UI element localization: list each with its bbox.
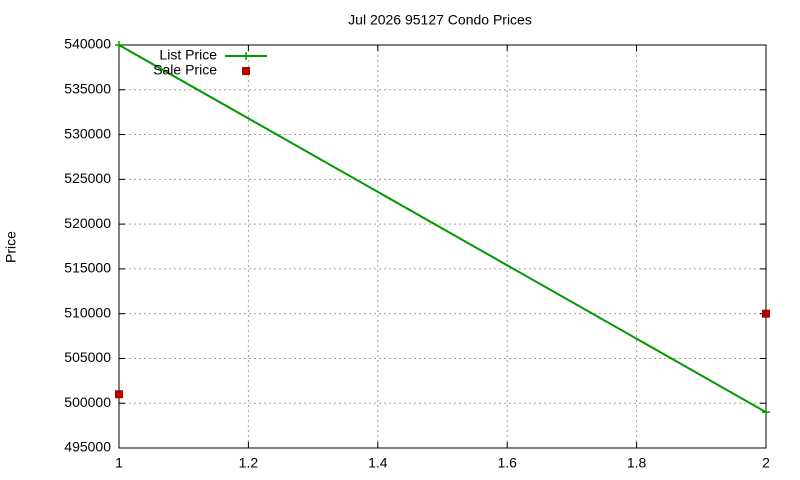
x-tick-label: 1.2 [239, 455, 259, 471]
point [762, 408, 770, 417]
legend-swatch [242, 67, 250, 75]
y-tick-label: 525000 [64, 170, 111, 186]
x-tick-label: 1.6 [497, 455, 517, 471]
x-tick-label: 2 [762, 455, 770, 471]
y-tick-label: 520000 [64, 215, 111, 231]
point [115, 41, 123, 49]
point [762, 309, 770, 318]
legend-label: List Price [159, 47, 217, 63]
x-tick-label: 1.4 [368, 455, 388, 471]
y-tick-label: 505000 [64, 349, 111, 365]
y-tick-label: 540000 [64, 36, 111, 52]
y-tick-label: 495000 [64, 439, 111, 455]
y-axis-label: Price [3, 231, 19, 263]
x-tick-label: 1 [115, 455, 123, 471]
y-tick-label: 530000 [64, 125, 111, 141]
series-line [118, 44, 767, 414]
y-tick-label: 515000 [64, 260, 111, 276]
legend-swatch [242, 52, 250, 60]
legend-label: Sale Price [153, 62, 217, 78]
y-tick-label: 510000 [64, 304, 111, 320]
y-tick-label: 535000 [64, 80, 111, 96]
plot-border [118, 44, 767, 449]
y-tick-label: 500000 [64, 394, 111, 410]
chart-title: Jul 2026 95127 Condo Prices [348, 12, 532, 28]
point [115, 390, 123, 399]
x-tick-label: 1.8 [627, 455, 647, 471]
